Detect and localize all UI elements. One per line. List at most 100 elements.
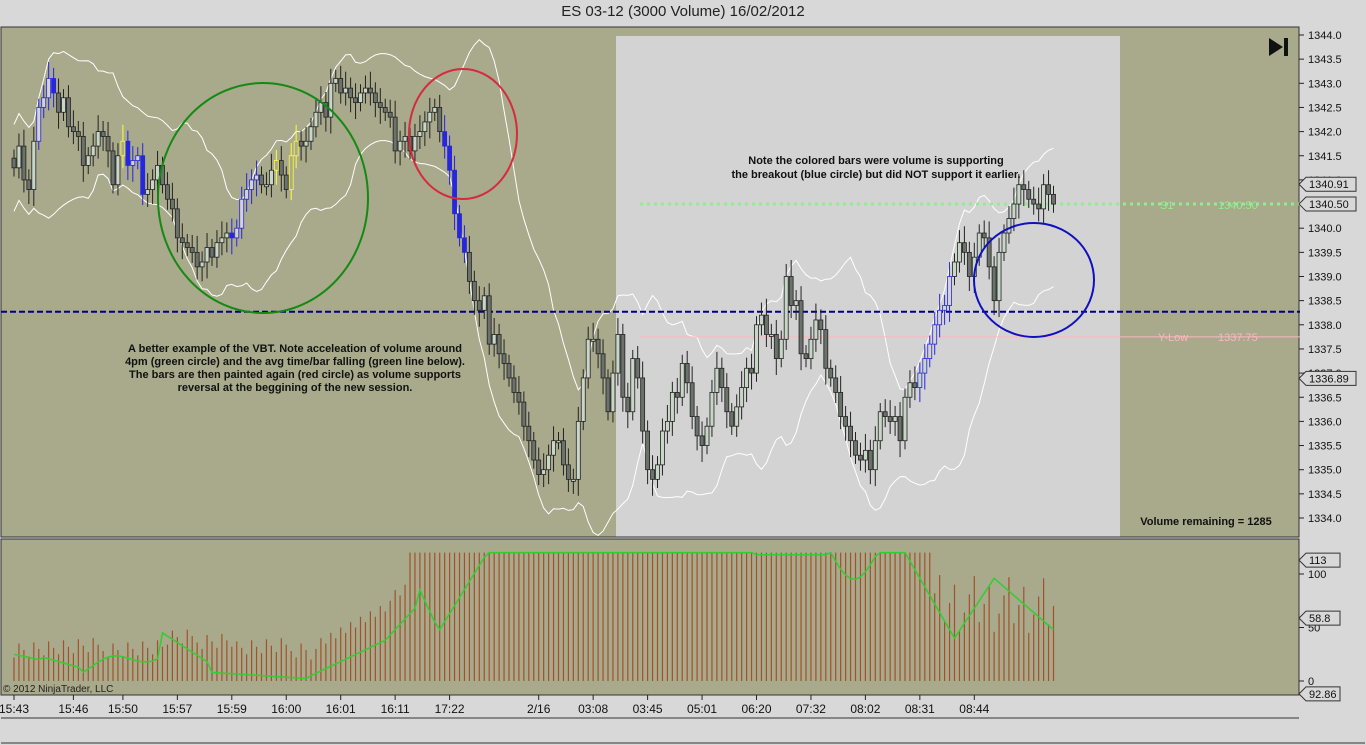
- candle: [402, 121, 408, 158]
- candle: [278, 146, 284, 192]
- candle: [561, 428, 566, 476]
- candle: [343, 71, 349, 106]
- candle: [363, 75, 368, 104]
- candle: [516, 375, 522, 415]
- candle: [575, 406, 581, 496]
- price-tick-label: 1343.5: [1308, 54, 1342, 66]
- candle: [684, 350, 690, 394]
- candle: [858, 442, 863, 471]
- lower-band: [13, 140, 1054, 537]
- price-tick-label: 1344.0: [1308, 30, 1342, 42]
- svg-text:92.86: 92.86: [1309, 689, 1337, 701]
- candle: [442, 115, 448, 159]
- candle: [259, 166, 264, 194]
- time-tick-label: 06:20: [741, 702, 771, 716]
- time-tick-label: 15:43: [0, 702, 29, 716]
- candle: [328, 68, 334, 134]
- candle: [927, 335, 933, 368]
- candle: [1031, 186, 1037, 215]
- candle: [353, 83, 358, 120]
- candle: [907, 370, 913, 408]
- candle: [189, 234, 195, 263]
- candle: [457, 205, 462, 247]
- candle: [224, 222, 230, 253]
- candle: [110, 142, 116, 194]
- indicator-marker: 92.86: [1298, 686, 1341, 702]
- candle: [31, 126, 37, 206]
- time-tick-label: 16:00: [271, 702, 301, 716]
- candle: [937, 293, 943, 338]
- candle: [1021, 170, 1027, 206]
- candle: [660, 418, 665, 476]
- candle: [580, 369, 586, 431]
- copyright: © 2012 NinjaTrader, LLC: [3, 684, 113, 695]
- candle: [813, 303, 819, 352]
- candle: [268, 153, 274, 198]
- candle: [744, 357, 749, 403]
- candle: [95, 115, 101, 159]
- candle: [541, 453, 547, 488]
- time-tick-label: 17:22: [435, 702, 465, 716]
- window-title: ES 03-12 (3000 Volume) 16/02/2012: [561, 3, 805, 20]
- price-marker: 1340.91: [1298, 176, 1357, 192]
- candle: [853, 432, 858, 464]
- candle: [863, 433, 868, 473]
- candle: [16, 133, 22, 179]
- candle: [566, 448, 571, 492]
- upper-band: [13, 38, 1054, 391]
- candle: [239, 186, 245, 239]
- avg-time-line: [13, 551, 1054, 680]
- time-tick-label: 03:08: [578, 702, 608, 716]
- skip-to-end-icon[interactable]: [1269, 38, 1288, 56]
- candle: [471, 270, 477, 316]
- candle: [511, 365, 517, 404]
- candle: [610, 360, 616, 423]
- candle: [199, 251, 205, 282]
- price-panel-border: [0, 26, 1300, 538]
- candle: [452, 155, 457, 231]
- candle: [422, 111, 428, 147]
- candle: [882, 399, 888, 428]
- candle: [551, 426, 556, 472]
- left-note-line-3: The bars are then painted again (red cir…: [129, 369, 461, 381]
- price-tick-label: 1336.0: [1308, 416, 1342, 428]
- candle: [105, 121, 111, 168]
- candle: [793, 290, 799, 320]
- candle: [125, 130, 131, 180]
- candle: [719, 357, 725, 403]
- price-tick-label: 1339.0: [1308, 272, 1342, 284]
- price-marker: 1336.89: [1298, 370, 1357, 386]
- candle: [986, 221, 992, 280]
- candlestick-series: [11, 62, 1056, 496]
- price-tick-label: 1334.5: [1308, 489, 1342, 501]
- candle: [556, 432, 561, 450]
- candle: [56, 78, 61, 129]
- candle: [140, 143, 146, 206]
- price-tick-label: 1338.5: [1308, 296, 1342, 308]
- time-tick-label: 15:59: [217, 702, 247, 716]
- candle: [912, 366, 918, 401]
- candle: [204, 233, 210, 279]
- candle: [546, 444, 551, 485]
- candle: [358, 84, 363, 112]
- left-note-line-2: 4pm (green circle) and the avg time/bar …: [125, 356, 465, 368]
- time-tick-label: 2/16: [527, 702, 551, 716]
- candle: [229, 218, 235, 255]
- candle: [234, 219, 240, 247]
- candle: [313, 99, 319, 138]
- candle: [843, 405, 848, 441]
- indicator-tick-label: 0: [1308, 676, 1314, 688]
- candle: [645, 420, 650, 485]
- candle: [308, 118, 314, 150]
- candle: [165, 172, 170, 210]
- candle: [605, 369, 611, 421]
- candle: [729, 403, 735, 435]
- candle: [476, 286, 482, 327]
- candle: [462, 225, 467, 263]
- candle: [179, 223, 185, 260]
- candle: [169, 182, 175, 222]
- candle: [66, 85, 71, 138]
- candle: [669, 381, 675, 436]
